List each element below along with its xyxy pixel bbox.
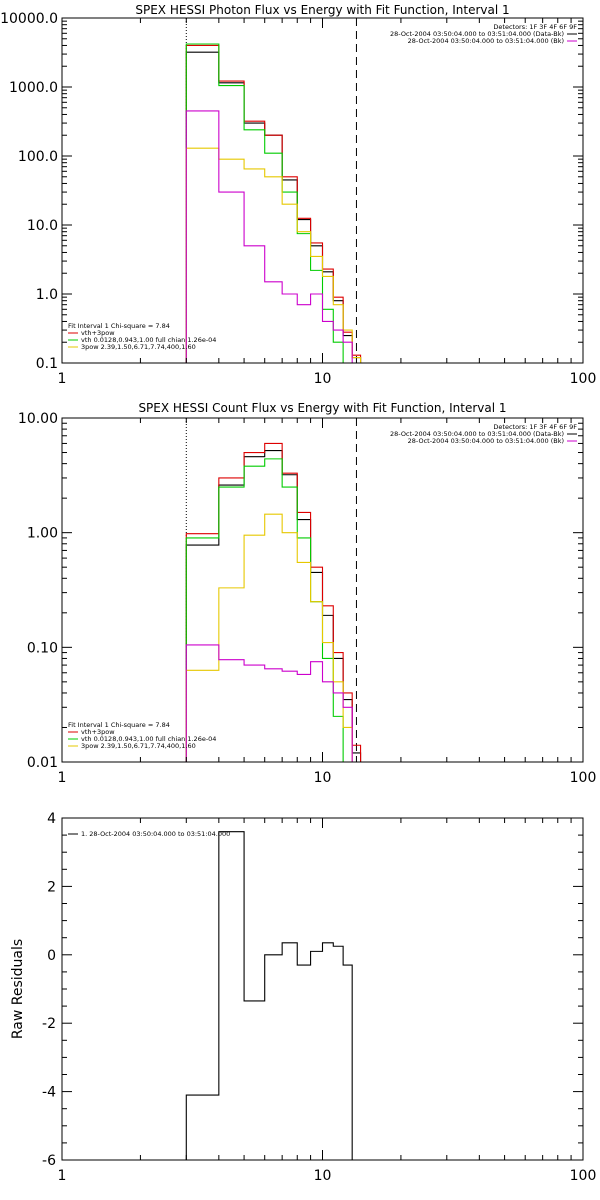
chart-3-ylabel: Raw Residuals	[10, 939, 26, 1039]
chart-1-legend-entry: 3pow 2.39,1.50,6.71,7.74,400,1.60	[81, 343, 196, 351]
chart-1-annotation: Detectors: 1F 3F 4F 6F 9F	[493, 23, 577, 31]
chart-2-annotation: 28-Oct-2004 03:50:04.000 to 03:51:04.000…	[408, 437, 564, 445]
chart-3-legend-entry: 1. 28-Oct-2004 03:50:04.000 to 03:51:04.…	[81, 830, 230, 838]
chart-2-y-tick-label: 1.00	[27, 526, 58, 542]
chart-1-title: SPEX HESSI Photon Flux vs Energy with Fi…	[135, 3, 509, 17]
chart-1-series-group	[185, 43, 369, 363]
chart-1-x-tick-label: 1	[58, 371, 67, 387]
chart-1: SPEX HESSI Photon Flux vs Energy with Fi…	[0, 3, 596, 387]
chart-2-annotation: 28-Oct-2004 03:50:04.000 to 03:51:04.000…	[390, 430, 564, 438]
chart-2-series-1	[185, 450, 362, 762]
chart-2: SPEX HESSI Count Flux vs Energy with Fit…	[18, 401, 597, 786]
chart-3-y-tick-label: -2	[42, 1016, 56, 1032]
chart-2-annotation: Detectors: 1F 3F 4F 6F 9F	[493, 423, 577, 431]
chart-3-series-group	[185, 831, 353, 1160]
chart-2-series-group	[185, 442, 362, 762]
chart-2-legend-entry: Fit Interval 1 Chi-square = 7.84	[68, 721, 170, 729]
chart-1-y-tick-label: 100.0	[18, 149, 58, 165]
chart-2-series-4	[185, 513, 353, 762]
chart-1-legend-entry: vth+3pow	[81, 329, 115, 337]
chart-1-annotation: 28-Oct-2004 03:50:04.000 to 03:51:04.000…	[390, 30, 564, 38]
chart-1-y-tick-label: 1.0	[36, 287, 58, 303]
chart-1-series-5	[185, 110, 353, 363]
chart-1-legend-entry: vth 0.0128,0.943,1.00 full chian 1.26e-0…	[81, 336, 216, 344]
chart-2-legend-entry: 3pow 2.39,1.50,6.71,7.74,400,1.60	[81, 742, 196, 750]
chart-1-y-tick-label: 10000.0	[0, 11, 58, 27]
chart-1-series-3	[185, 43, 344, 363]
chart-2-y-tick-label: 0.01	[27, 755, 58, 771]
chart-3-frame	[61, 817, 584, 1161]
chart-3-y-tick-label: 4	[47, 811, 56, 827]
chart-2-legend-entry: vth+3pow	[81, 728, 115, 736]
chart-2-legend-entry: vth 0.0128,0.943,1.00 full chian 1.26e-0…	[81, 735, 216, 743]
chart-3-y-tick-label: -6	[42, 1153, 56, 1169]
chart-2-x-tick-label: 10	[314, 770, 332, 786]
chart-1-legend-entry: Fit Interval 1 Chi-square = 7.84	[68, 322, 170, 330]
chart-3-x-tick-label: 1	[58, 1168, 67, 1184]
chart-2-y-tick-label: 10.00	[18, 411, 58, 427]
chart-3-x-tick-label: 100	[570, 1168, 597, 1184]
chart-3-y-tick-label: -4	[42, 1085, 56, 1101]
chart-2-series-5	[185, 644, 353, 762]
chart-2-title: SPEX HESSI Count Flux vs Energy with Fit…	[138, 401, 506, 415]
chart-1-y-tick-label: 10.0	[27, 218, 58, 234]
chart-2-x-tick-label: 1	[58, 770, 67, 786]
chart-1-annotation: 28-Oct-2004 03:50:04.000 to 03:51:04.000…	[408, 37, 564, 45]
chart-1-x-tick-label: 10	[314, 371, 332, 387]
chart-1-series-2	[185, 44, 369, 363]
chart-3-series-1	[185, 831, 353, 1160]
chart-3-y-tick-label: 2	[47, 879, 56, 895]
chart-1-y-tick-label: 0.1	[36, 356, 58, 372]
chart-1-x-tick-label: 100	[570, 371, 597, 387]
chart-3: Raw Residuals 1 10 100 -6 -4 -2 0 2 4 1. 28-Oct-20…	[10, 811, 596, 1184]
chart-2-series-3	[185, 458, 344, 762]
chart-1-series-1	[185, 51, 369, 363]
chart-3-x-tick-label: 10	[314, 1168, 332, 1184]
chart-2-x-tick-label: 100	[570, 770, 597, 786]
chart-1-y-tick-label: 1000.0	[9, 80, 58, 96]
chart-2-y-tick-label: 0.10	[27, 640, 58, 656]
chart-3-y-tick-label: 0	[47, 948, 56, 964]
